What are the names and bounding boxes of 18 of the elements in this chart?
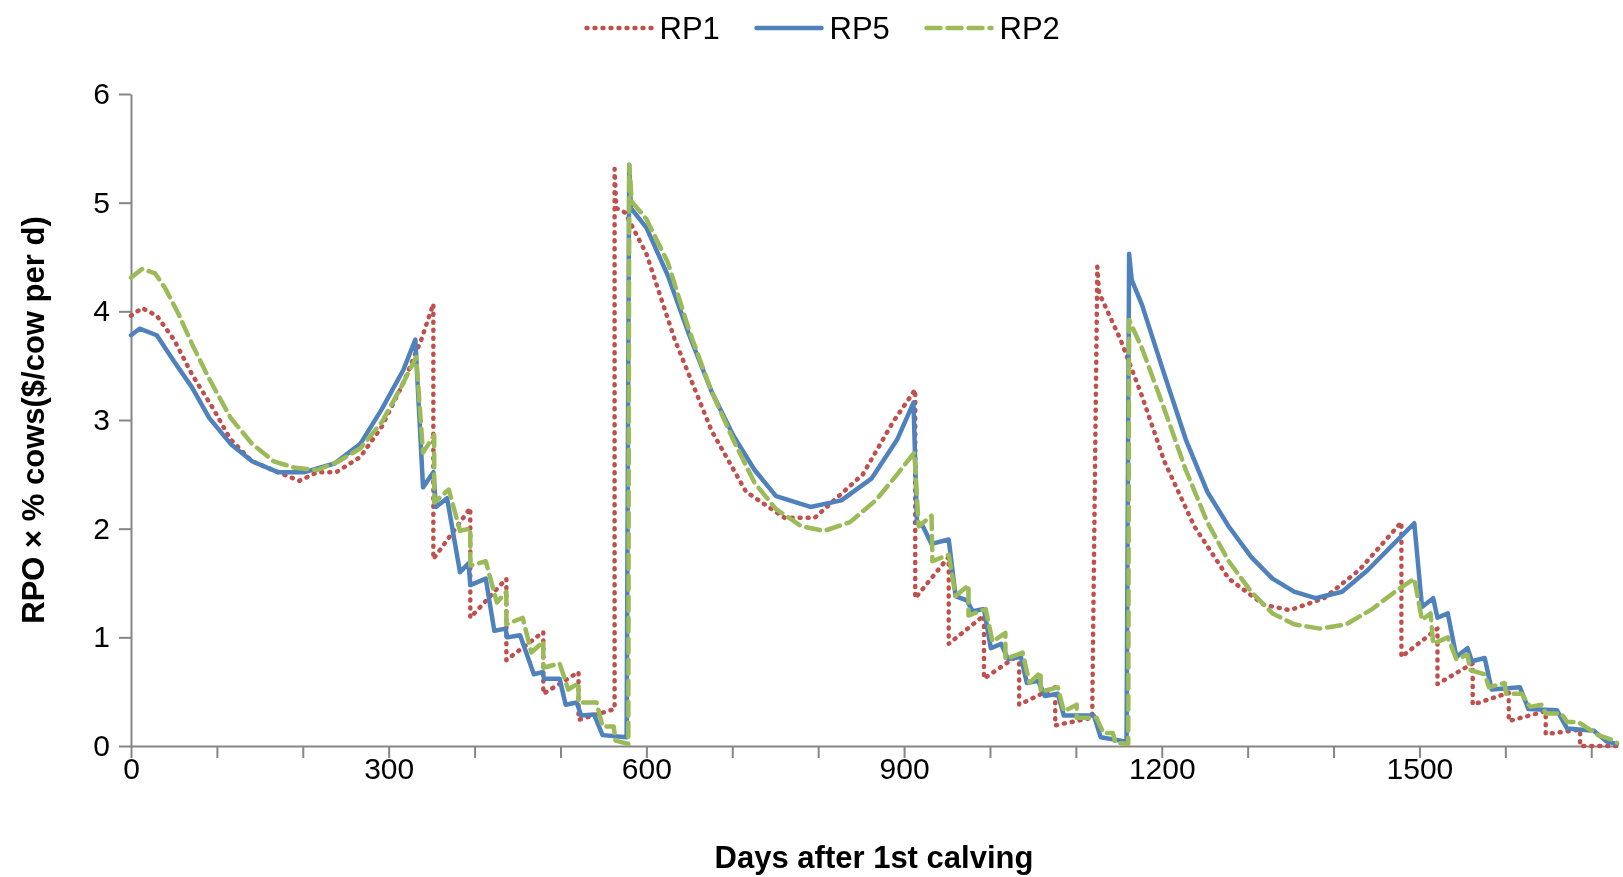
x-tick-label: 300 [364,752,415,785]
y-tick-label: 4 [93,294,110,328]
x-tick-label: 600 [621,752,672,785]
y-tick-label: 5 [93,185,110,219]
y-tick-label: 3 [93,403,110,437]
x-tick-label: 1200 [1128,752,1196,785]
legend-label: RP2 [999,11,1060,46]
y-tick-label: 2 [93,511,110,545]
x-tick-label: 1500 [1386,752,1454,785]
legend-label: RP5 [829,11,890,46]
x-tick-label: 900 [879,752,930,785]
x-tick-label: 0 [123,752,140,785]
y-axis-title: RPO × % cows($/cow per d) [16,216,51,624]
y-tick-label: 6 [93,77,110,111]
x-axis-title: Days after 1st calving [714,840,1034,875]
y-tick-label: 1 [93,620,110,654]
y-tick-label: 0 [93,729,110,763]
legend-label: RP1 [659,11,720,46]
